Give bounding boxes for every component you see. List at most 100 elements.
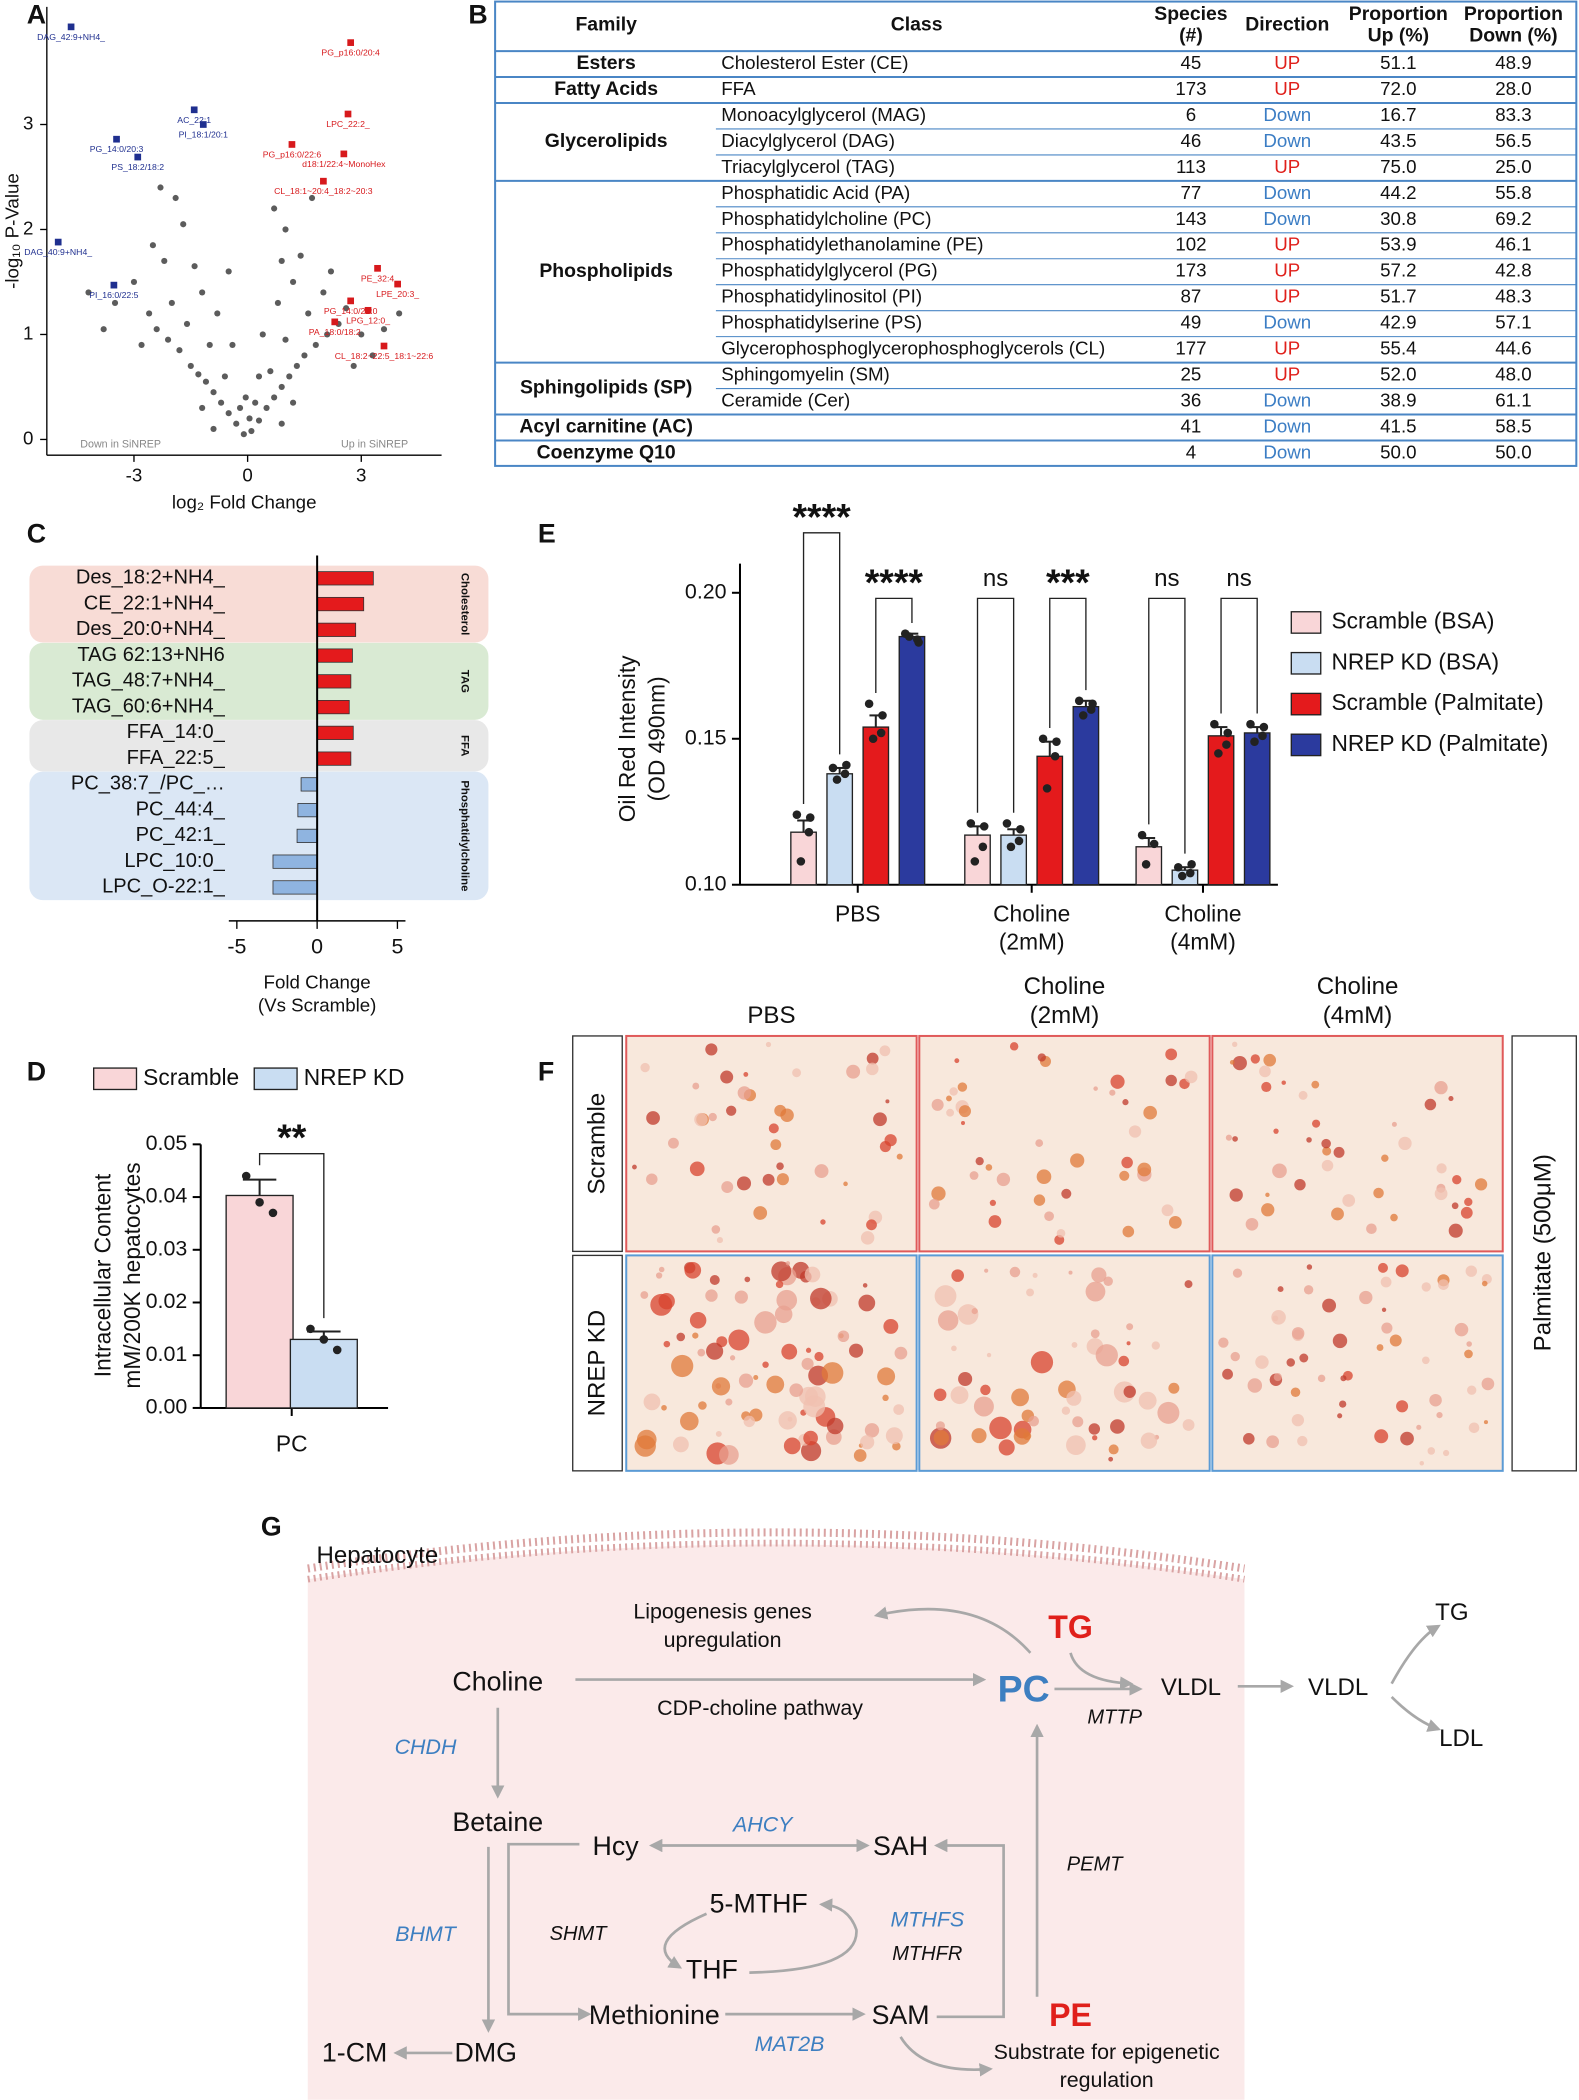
replicate-point [1137,830,1147,840]
table-cell: 75.0 [1380,156,1416,177]
stain-spot [1151,1341,1160,1350]
stain-spot [684,1261,702,1279]
stain-spot [989,1199,997,1207]
significance-label: ns [983,565,1008,592]
table-cell: Down [1263,130,1311,151]
stain-spot [729,1355,736,1361]
x-axis-label: log₂ Fold Change [172,491,317,512]
replicate-point [1042,784,1052,793]
significance-label: *** [1046,561,1090,603]
text-line: Up (%) [1368,24,1429,46]
stain-spot [1373,1187,1384,1199]
table-cell: 46.1 [1495,234,1531,255]
significance-bracket [875,597,913,694]
panel-label: D [27,1056,46,1086]
stain-spot [1396,1400,1409,1413]
text-line: Choline [452,1667,543,1697]
significance-bracket [258,1153,325,1319]
arrow [663,1912,708,1969]
point [297,252,304,259]
pathway-node: Betaine [452,1807,543,1837]
stain-spot [804,1266,821,1283]
stain-spot [973,1396,994,1417]
table-frame [494,0,1578,467]
table-cell: 30.8 [1380,208,1416,229]
point [214,310,221,317]
category-label: FFA_14:0_ [127,721,226,743]
point [138,341,145,349]
stain-spot [1255,1355,1269,1369]
arrow [1390,1624,1441,1685]
stain-spot [933,1430,949,1446]
stain-spot [884,1134,897,1147]
stain-spot [737,1086,752,1100]
stain-spot [736,1176,752,1191]
table-cell: 45 [1181,52,1202,73]
legend-label: NREP KD (Palmitate) [1331,730,1548,756]
stain-spot [1332,1333,1348,1349]
stain-spot [1442,1449,1450,1457]
y-tick-label: 0.15 [685,725,727,749]
stain-spot [1400,1431,1414,1446]
legend-swatch [93,1067,138,1091]
table-cell: 41 [1181,415,1202,436]
panel-label: C [27,519,46,549]
table-header: Class [891,14,943,36]
replicate-point [1185,868,1195,878]
pathway-node: THF [686,1954,738,1984]
table-cell: 44.2 [1380,182,1416,203]
panel-label: E [538,519,556,549]
stain-spot [960,1121,966,1126]
table-cell: 50.0 [1380,441,1416,462]
stain-spot [846,1064,861,1079]
arrow [749,1898,858,1974]
category-label: TAG_60:6+NH4_ [72,695,226,717]
stain-spot [1108,1444,1119,1455]
stain-spot [1035,1139,1044,1147]
category-label: PC_38:7_/PC_… [71,773,225,795]
stain-spot [1061,1406,1071,1415]
significance-bracket [1049,597,1087,729]
stain-spot [1467,1385,1477,1395]
point [255,373,263,380]
stain-spot [1093,1086,1098,1091]
table-cell: UP [1274,364,1300,385]
group-band [29,720,489,772]
point-label: PG_14:0/22:0 [324,306,378,316]
stain-spot [1123,1385,1136,1398]
text-line: (4mM) [1170,929,1236,955]
replicate-point [255,1198,264,1207]
stain-spot [1451,1202,1459,1210]
replicate-point [306,1324,315,1334]
stain-spot [725,1398,733,1406]
category-label: Des_18:2+NH4_ [76,567,226,589]
significance-bracket [976,597,1015,813]
category-label: Des_20:0+NH4_ [76,618,226,640]
stain-spot [781,1343,798,1360]
table-cell: 42.9 [1380,312,1416,333]
point [221,373,228,380]
stain-spot [671,1354,694,1378]
stain-spot [1085,1281,1106,1302]
stain-spot [1061,1188,1072,1199]
point [210,425,217,433]
point [242,394,249,401]
row-label-box [572,1035,623,1253]
arrow [1069,1652,1134,1690]
stain-spot [1448,1223,1463,1238]
stain-spot [1448,1096,1454,1102]
stain-spot [663,1340,671,1348]
stain-spot [1066,1435,1086,1456]
y-axis-label: mM/200K hepatocytes [119,1162,145,1388]
stain-spot [1481,1280,1488,1287]
stain-spot [1259,1065,1271,1078]
bar [296,828,318,843]
stain-spot [1229,1188,1243,1202]
point [255,417,263,424]
pathway-node: SHMT [550,1923,609,1945]
stain-spot [1465,1265,1478,1277]
replicate-point [1088,699,1097,709]
stain-spot [753,1206,768,1220]
replicate-point [1187,860,1196,869]
text-line: Direction [1245,14,1329,36]
